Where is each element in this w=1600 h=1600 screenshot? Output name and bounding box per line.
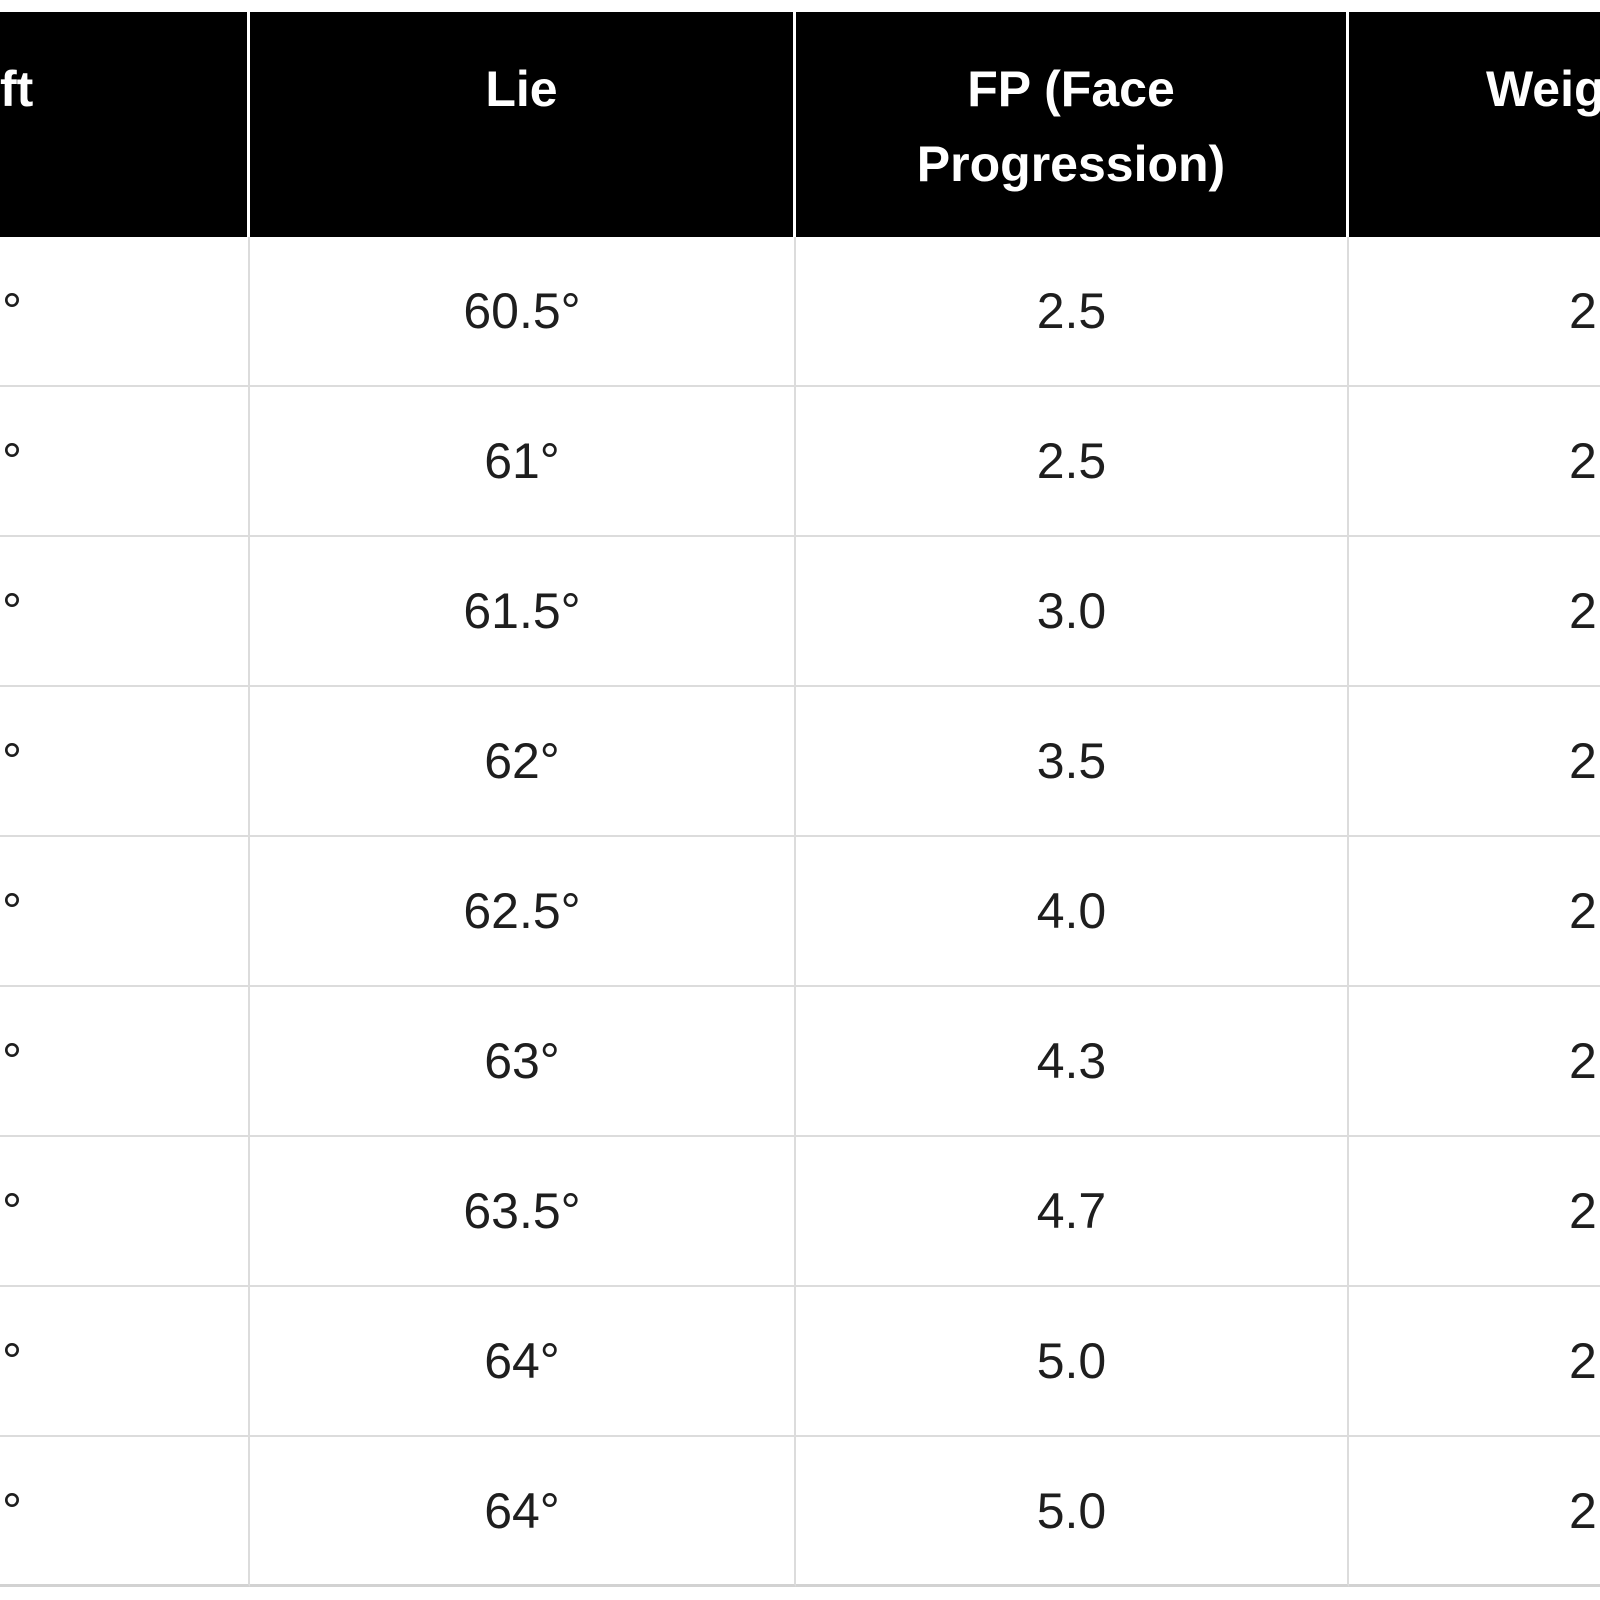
fp-cell: 5.0 bbox=[796, 1287, 1349, 1437]
fp-cell: 5.0 bbox=[796, 1437, 1349, 1587]
lie-cell: 61.5° bbox=[250, 537, 796, 687]
loft-cell: ° bbox=[0, 837, 250, 987]
fp-cell: 3.0 bbox=[796, 537, 1349, 687]
weight-cell: 2 bbox=[1349, 687, 1600, 837]
loft-cell: ° bbox=[0, 237, 250, 387]
weight-cell: 2 bbox=[1349, 237, 1600, 387]
loft-cell: ° bbox=[0, 687, 250, 837]
loft-cell: ° bbox=[0, 1137, 250, 1287]
fp-cell: 4.0 bbox=[796, 837, 1349, 987]
table-row: ° 61° 2.5 2 bbox=[0, 387, 1600, 537]
weight-cell: 2 bbox=[1349, 987, 1600, 1137]
weight-cell: 2 bbox=[1349, 1287, 1600, 1437]
column-header-fp: FP (Face Progression) bbox=[796, 12, 1349, 237]
table-row: ° 62.5° 4.0 2 bbox=[0, 837, 1600, 987]
lie-cell: 63.5° bbox=[250, 1137, 796, 1287]
loft-cell: ° bbox=[0, 1287, 250, 1437]
loft-cell: ° bbox=[0, 987, 250, 1137]
specs-table: ft Lie FP (Face Progression) Weig ° 60.5… bbox=[0, 12, 1600, 1587]
table-row: ° 63.5° 4.7 2 bbox=[0, 1137, 1600, 1287]
table-row: ° 63° 4.3 2 bbox=[0, 987, 1600, 1137]
table-row: ° 60.5° 2.5 2 bbox=[0, 237, 1600, 387]
fp-cell: 4.3 bbox=[796, 987, 1349, 1137]
fp-cell: 4.7 bbox=[796, 1137, 1349, 1287]
table-row: ° 62° 3.5 2 bbox=[0, 687, 1600, 837]
loft-cell: ° bbox=[0, 1437, 250, 1587]
fp-cell: 3.5 bbox=[796, 687, 1349, 837]
table-row: ° 64° 5.0 2 bbox=[0, 1437, 1600, 1587]
loft-cell: ° bbox=[0, 537, 250, 687]
fp-cell: 2.5 bbox=[796, 387, 1349, 537]
lie-cell: 61° bbox=[250, 387, 796, 537]
lie-cell: 64° bbox=[250, 1437, 796, 1587]
fp-cell: 2.5 bbox=[796, 237, 1349, 387]
table-row: ° 64° 5.0 2 bbox=[0, 1287, 1600, 1437]
weight-cell: 2 bbox=[1349, 537, 1600, 687]
column-header-weight: Weig bbox=[1349, 12, 1600, 237]
table-row: ° 61.5° 3.0 2 bbox=[0, 537, 1600, 687]
column-header-lie: Lie bbox=[250, 12, 796, 237]
loft-cell: ° bbox=[0, 387, 250, 537]
column-header-loft: ft bbox=[0, 12, 250, 237]
lie-cell: 63° bbox=[250, 987, 796, 1137]
lie-cell: 64° bbox=[250, 1287, 796, 1437]
header-row: ft Lie FP (Face Progression) Weig bbox=[0, 12, 1600, 237]
weight-cell: 2 bbox=[1349, 387, 1600, 537]
lie-cell: 62.5° bbox=[250, 837, 796, 987]
weight-cell: 2 bbox=[1349, 1137, 1600, 1287]
weight-cell: 2 bbox=[1349, 1437, 1600, 1587]
weight-cell: 2 bbox=[1349, 837, 1600, 987]
lie-cell: 62° bbox=[250, 687, 796, 837]
lie-cell: 60.5° bbox=[250, 237, 796, 387]
